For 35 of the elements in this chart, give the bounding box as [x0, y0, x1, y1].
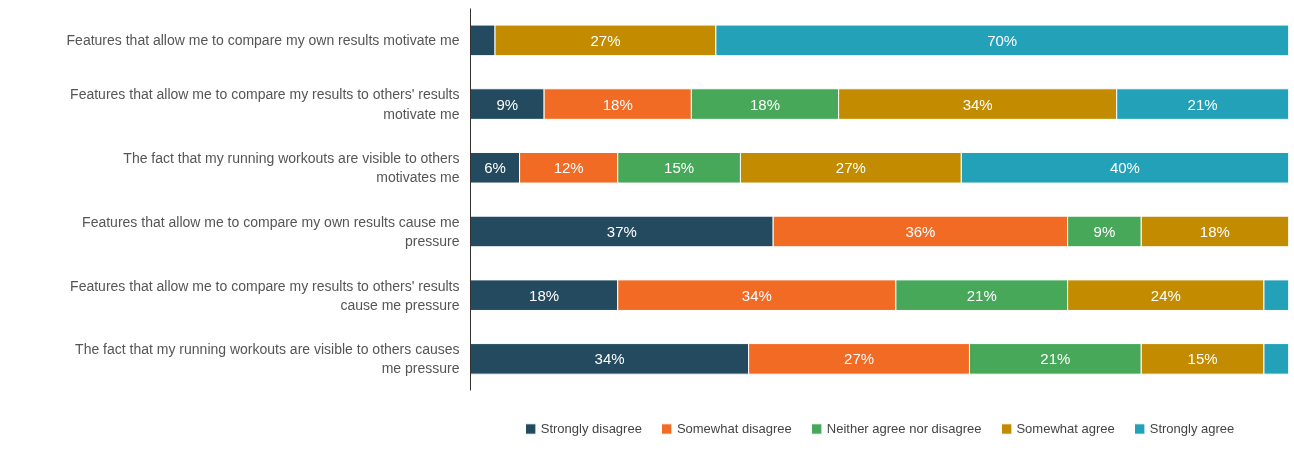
legend-label: Somewhat disagree [676, 421, 792, 436]
legend-label: Strongly agree [1149, 421, 1235, 436]
data-label: 27% [844, 350, 875, 368]
legend-label: Neither agree nor disagree [826, 421, 982, 436]
legend-label: Somewhat agree [1016, 421, 1115, 436]
data-label: 34% [594, 350, 625, 368]
data-label: 9% [1093, 222, 1116, 240]
data-label: 9% [496, 95, 519, 113]
data-label: 18% [529, 286, 560, 304]
data-label: 34% [962, 95, 993, 113]
data-label: 40% [1109, 159, 1140, 177]
y-tick-label: The fact that my running workouts are visible to others causes me pressure [75, 341, 460, 377]
data-label: 18% [1199, 222, 1230, 240]
data-label: 34% [741, 286, 772, 304]
data-label: 37% [606, 222, 637, 240]
data-label: 21% [1040, 350, 1071, 368]
data-label: 15% [1187, 350, 1218, 368]
data-label: 70% [987, 31, 1018, 49]
data-label: 6% [484, 159, 506, 177]
data-label: 36% [905, 222, 936, 240]
y-tick-label: Features that allow me to compare my own results motivate me [66, 32, 460, 49]
data-label: 27% [835, 159, 866, 177]
y-tick-label: Features that allow me to compare my results to others' results motivate me [70, 86, 460, 122]
data-label: 27% [590, 31, 621, 49]
data-label: 15% [664, 159, 695, 177]
data-label: 18% [602, 95, 633, 113]
data-label: 12% [553, 159, 584, 177]
data-label: 18% [749, 95, 780, 113]
y-tick-label: Features that allow me to compare my results to others' results cause me pressure [70, 277, 460, 313]
y-tick-label: The fact that my running workouts are visible to others motivates me [123, 150, 460, 186]
y-tick-label: Features that allow me to compare my own results cause me pressure [82, 213, 460, 250]
data-label: 24% [1150, 286, 1181, 304]
legend-label: Strongly disagree [540, 421, 642, 436]
data-label: 21% [966, 286, 997, 304]
data-label: 21% [1187, 95, 1218, 113]
